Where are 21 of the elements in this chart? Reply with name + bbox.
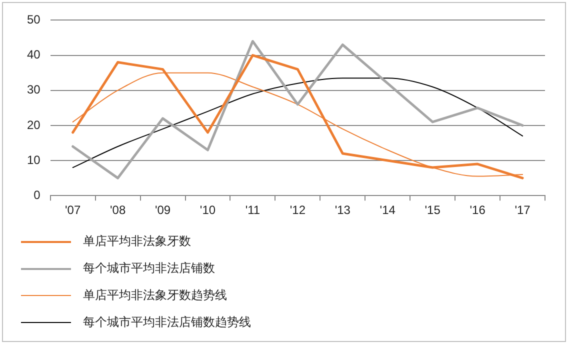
x-tick-label: '17 <box>514 203 531 218</box>
y-tick-label: 10 <box>26 152 41 167</box>
x-tick-label: '13 <box>334 203 351 218</box>
legend-label: 每个城市平均非法店铺数趋势线 <box>83 314 251 331</box>
y-tick-label: 0 <box>34 188 41 202</box>
x-tick-label: '10 <box>200 203 216 218</box>
y-tick-label: 30 <box>26 82 41 97</box>
legend-label: 每个城市平均非法店铺数 <box>83 260 215 277</box>
x-tick-label: '14 <box>380 203 396 218</box>
x-tick-label: '16 <box>470 203 486 218</box>
x-tick-label: '09 <box>154 203 171 218</box>
x-tick-label: '08 <box>110 203 126 218</box>
x-tick-label: '12 <box>290 203 306 218</box>
legend-label: 单店平均非法象牙数趋势线 <box>83 287 227 304</box>
y-tick-label: 20 <box>26 118 41 132</box>
y-tick-label: 50 <box>26 12 41 27</box>
x-tick-label: '11 <box>245 203 260 218</box>
x-tick-label: '07 <box>65 203 81 218</box>
y-tick-label: 40 <box>26 48 41 62</box>
x-tick-label: '15 <box>424 203 441 218</box>
legend-label: 单店平均非法象牙数 <box>83 233 191 250</box>
